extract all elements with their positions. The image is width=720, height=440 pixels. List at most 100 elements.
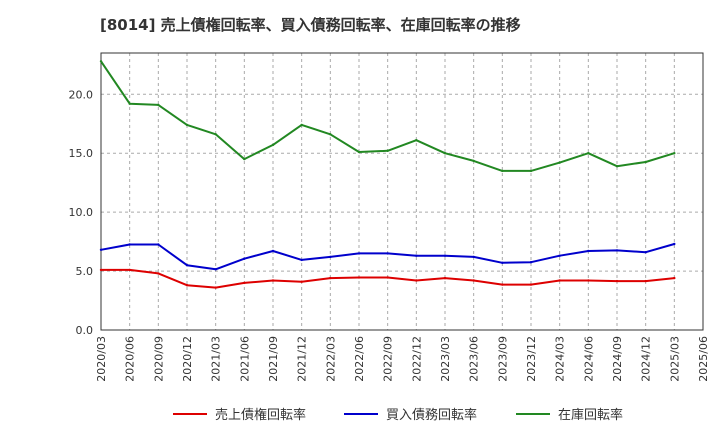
data-point xyxy=(300,123,303,127)
legend-label: 売上債権回転率 xyxy=(215,407,306,423)
data-point xyxy=(300,258,303,262)
y-tick-label: 5.0 xyxy=(76,265,94,278)
x-tick-label: 2022/12 xyxy=(410,336,423,382)
data-point xyxy=(243,281,246,285)
data-point xyxy=(157,243,160,246)
data-point xyxy=(472,255,475,259)
data-point xyxy=(271,143,275,147)
x-tick-label: 2025/06 xyxy=(697,336,710,382)
data-point xyxy=(128,102,131,105)
data-point xyxy=(615,165,619,168)
data-point xyxy=(529,261,533,264)
x-tick-label: 2020/06 xyxy=(124,336,137,382)
axes xyxy=(100,52,704,331)
x-tick-label: 2021/03 xyxy=(210,336,223,382)
data-point xyxy=(501,283,504,286)
x-tick-label: 2021/12 xyxy=(296,336,309,382)
data-point xyxy=(243,157,246,161)
data-point xyxy=(415,279,418,282)
x-tick-label: 2023/12 xyxy=(525,336,538,382)
data-point xyxy=(558,279,561,282)
x-tick-label: 2023/06 xyxy=(468,336,481,382)
data-point xyxy=(443,152,447,155)
legend-label: 在庫回転率 xyxy=(558,407,623,423)
data-point xyxy=(386,149,389,152)
grid-lines xyxy=(101,53,703,330)
y-tick-label: 15.0 xyxy=(69,147,94,160)
data-point xyxy=(443,254,447,257)
data-point xyxy=(243,257,246,260)
data-point xyxy=(329,255,332,259)
data-point xyxy=(300,280,303,283)
data-point xyxy=(214,286,217,289)
data-point xyxy=(271,249,275,253)
data-point xyxy=(357,276,361,279)
data-point xyxy=(357,150,361,154)
data-point xyxy=(271,279,275,282)
data-point xyxy=(558,254,561,257)
x-tick-label: 2024/09 xyxy=(611,336,624,382)
data-series xyxy=(99,60,676,289)
x-tick-label: 2022/09 xyxy=(382,336,395,382)
x-tick-labels: 2020/03 2020/06 2020/09 2020/12 2021/03 2021/… xyxy=(95,336,710,382)
data-point xyxy=(185,264,189,267)
data-point xyxy=(386,276,389,279)
data-point xyxy=(185,123,189,127)
x-tick-label: 2020/09 xyxy=(152,336,165,382)
y-tick-label: 0.0 xyxy=(76,324,94,337)
x-tick-label: 2022/03 xyxy=(324,336,337,382)
data-point xyxy=(587,249,590,253)
x-tick-label: 2024/12 xyxy=(640,336,653,382)
data-point xyxy=(329,276,332,280)
data-point xyxy=(472,159,475,163)
data-point xyxy=(644,251,647,254)
legend: 売上債権回転率 買入債務回転率 在庫回転率 xyxy=(173,407,623,423)
data-point xyxy=(501,169,504,173)
data-point xyxy=(185,284,189,287)
y-tick-label: 10.0 xyxy=(69,206,94,219)
data-point xyxy=(615,249,619,252)
data-point xyxy=(386,252,389,255)
data-point xyxy=(214,133,217,136)
data-point xyxy=(501,261,504,264)
data-point xyxy=(558,161,561,164)
data-point xyxy=(99,268,103,272)
x-tick-label: 2021/09 xyxy=(267,336,280,382)
data-point xyxy=(529,283,533,286)
data-point xyxy=(99,60,103,63)
x-tick-label: 2021/06 xyxy=(238,336,251,382)
data-point xyxy=(415,139,418,142)
data-point xyxy=(128,268,131,272)
data-point xyxy=(415,254,418,257)
x-tick-label: 2023/09 xyxy=(496,336,509,382)
data-point xyxy=(157,272,160,275)
data-point xyxy=(673,276,676,280)
x-tick-label: 2024/06 xyxy=(582,336,595,382)
x-tick-label: 2023/03 xyxy=(439,336,452,382)
data-point xyxy=(357,252,361,255)
data-point xyxy=(128,243,131,246)
data-point xyxy=(615,279,619,283)
x-tick-label: 2020/03 xyxy=(95,336,108,382)
data-point xyxy=(673,242,676,246)
x-tick-label: 2020/12 xyxy=(181,336,194,382)
data-point xyxy=(529,169,533,173)
data-point xyxy=(443,276,447,280)
y-tick-labels: 0.0 5.0 10.0 15.0 20.0 xyxy=(69,88,94,337)
chart-title: [8014] 売上債権回転率、買入債務回転率、在庫回転率の推移 xyxy=(100,16,521,34)
data-point xyxy=(587,279,590,282)
data-point xyxy=(99,248,103,251)
data-point xyxy=(644,160,647,164)
data-point xyxy=(644,279,647,283)
data-point xyxy=(157,103,160,107)
plot-frame xyxy=(100,52,704,331)
x-tick-label: 2025/03 xyxy=(668,336,681,382)
data-point xyxy=(673,152,676,155)
x-tick-label: 2022/06 xyxy=(353,336,366,382)
x-tick-label: 2024/03 xyxy=(554,336,567,382)
data-point xyxy=(472,279,475,282)
y-tick-label: 20.0 xyxy=(69,88,94,101)
data-point xyxy=(214,268,217,271)
